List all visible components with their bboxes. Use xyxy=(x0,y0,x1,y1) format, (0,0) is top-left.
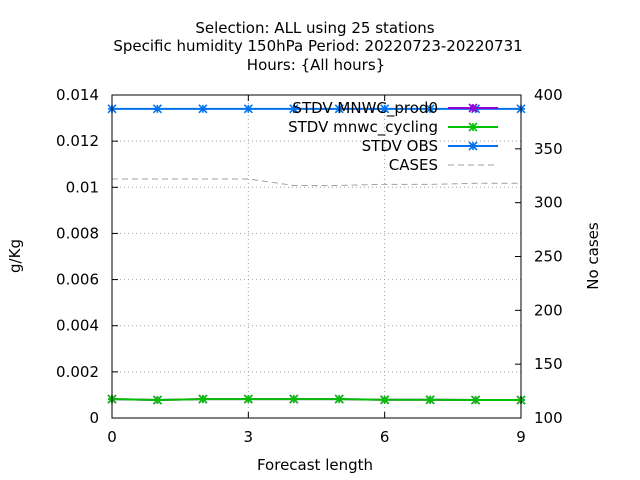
x-tick-label: 3 xyxy=(244,428,254,446)
chart-title-line-2: Specific humidity 150hPa Period: 2022072… xyxy=(113,37,522,55)
series-1-point xyxy=(381,396,389,404)
y-tick-label: 0.008 xyxy=(56,224,99,242)
series-1-point xyxy=(426,396,434,404)
y-tick-label: 0.002 xyxy=(56,363,99,381)
x-tick-label: 6 xyxy=(380,428,390,446)
y2-axis-label: No cases xyxy=(584,222,602,290)
y2-tick-label: 100 xyxy=(534,409,563,427)
series-1-point xyxy=(335,395,343,403)
y2-tick-label: 400 xyxy=(534,86,563,104)
y-tick-label: 0.01 xyxy=(66,178,99,196)
x-tick-label: 9 xyxy=(516,428,526,446)
y-tick-label: 0.006 xyxy=(56,271,99,289)
y2-tick-label: 200 xyxy=(534,301,563,319)
x-tick-label: 0 xyxy=(107,428,117,446)
series-line-1 xyxy=(112,399,521,400)
legend-label-0: STDV MNWC_prod0 xyxy=(292,99,438,118)
y2-tick-label: 150 xyxy=(534,355,563,373)
x-axis-label: Forecast length xyxy=(257,456,373,474)
chart-title-line-1: Selection: ALL using 25 stations xyxy=(195,19,434,37)
series-1-point xyxy=(244,395,252,403)
legend-marker-1 xyxy=(469,123,477,131)
series-line-3 xyxy=(112,179,521,185)
legend-label-1: STDV mnwc_cycling xyxy=(288,118,438,137)
legend-label-2: STDV OBS xyxy=(362,137,438,155)
series-2-point xyxy=(244,105,252,113)
y2-tick-label: 350 xyxy=(534,140,563,158)
plot-frame xyxy=(112,95,521,418)
y-tick-label: 0 xyxy=(89,409,99,427)
y-tick-label: 0.004 xyxy=(56,317,99,335)
y2-tick-label: 300 xyxy=(534,194,563,212)
y-tick-label: 0.014 xyxy=(56,86,99,104)
series-2-point xyxy=(153,105,161,113)
series-1-point xyxy=(153,396,161,404)
legend-marker-0 xyxy=(469,104,477,112)
legend-label-3: CASES xyxy=(389,156,438,174)
series-1-point xyxy=(290,395,298,403)
series-2-point xyxy=(199,105,207,113)
y-axis-label: g/Kg xyxy=(6,239,24,273)
y-tick-label: 0.012 xyxy=(56,132,99,150)
legend-marker-2 xyxy=(469,142,477,150)
series-1-point xyxy=(472,396,480,404)
y2-tick-label: 250 xyxy=(534,248,563,266)
series-1-point xyxy=(199,395,207,403)
chart-title-line-3: Hours: {All hours} xyxy=(247,56,385,74)
